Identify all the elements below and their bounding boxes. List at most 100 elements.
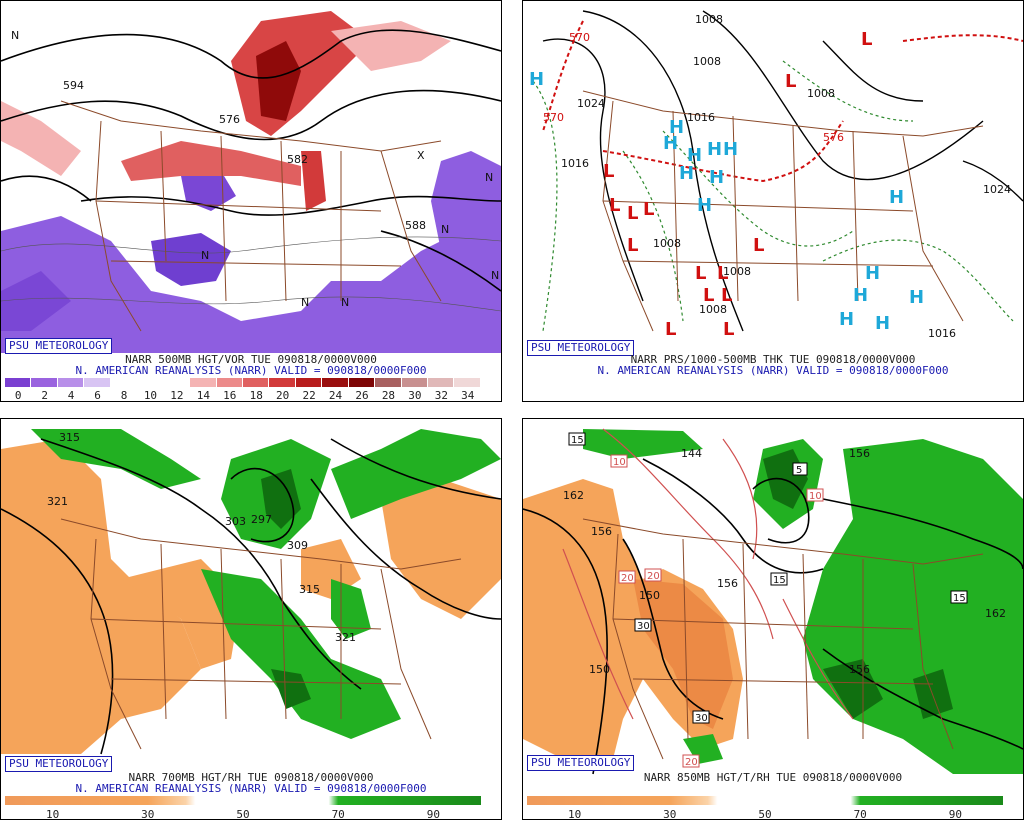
low-pressure-marker: L <box>753 235 764 256</box>
high-pressure-marker: H <box>865 263 880 284</box>
map-label: 315 <box>59 431 80 444</box>
low-pressure-marker: L <box>785 71 796 92</box>
colorbar-tick-label: 70 <box>853 808 867 820</box>
panel-500mb-vorticity: 594 576 582 588 N N N N N N N X PSU METE… <box>0 0 502 402</box>
high-pressure-marker: H <box>709 167 724 188</box>
colorbar-swatch <box>216 378 243 387</box>
map-label: 576 <box>823 131 844 144</box>
colorbar-swatch <box>5 378 32 387</box>
map-label: 570 <box>569 31 590 44</box>
colorbar-gradient <box>527 796 1003 805</box>
map-label: 156 <box>849 663 870 676</box>
temperature-box-label: 30 <box>695 713 708 724</box>
temperature-box-label: 20 <box>685 757 698 768</box>
map-850mb-temp-rh: 144 162 156 150 150 156 156 162 156 15 1… <box>523 419 1023 775</box>
map-label: 303 <box>225 515 246 528</box>
map-label: 156 <box>849 447 870 460</box>
colorbar-tick-label: 24 <box>328 389 343 402</box>
vorticity-colorbar <box>5 378 481 387</box>
low-pressure-marker: L <box>627 235 638 256</box>
map-label: 144 <box>681 447 702 460</box>
colorbar-tick-label: 28 <box>381 389 396 402</box>
colorbar-tick-label: 12 <box>170 389 184 402</box>
low-pressure-marker: L <box>721 285 732 306</box>
map-label: 162 <box>563 489 584 502</box>
map-surface-pressure: 1008 1024 1016 1016 1008 1008 1024 1016 … <box>523 1 1023 340</box>
temperature-box-label: 5 <box>796 465 802 476</box>
map-label: X <box>417 149 425 162</box>
colorbar-swatch <box>57 378 85 387</box>
map-500mb-vorticity: 594 576 582 588 N N N N N N N X <box>1 1 501 353</box>
colorbar-swatch <box>375 378 402 387</box>
low-pressure-marker: L <box>643 199 654 220</box>
colorbar-tick-label: 30 <box>408 389 422 402</box>
colorbar-tick-label: 34 <box>461 389 475 402</box>
high-pressure-marker: H <box>723 139 738 160</box>
map-label: 150 <box>589 663 610 676</box>
map-label: 309 <box>287 539 308 552</box>
low-pressure-marker: L <box>723 319 734 340</box>
colorbar-tick-label: 14 <box>196 389 210 402</box>
temperature-box: 15 <box>950 590 968 604</box>
colorbar-tick-label: 8 <box>120 389 128 402</box>
caption-line-2: N. AMERICAN REANALYSIS (NARR) VALID = 09… <box>75 782 427 795</box>
colorbar-swatch <box>428 378 455 387</box>
colorbar-tick-label: 20 <box>276 389 290 402</box>
temperature-box: 30 <box>692 710 710 724</box>
caption-line-2: N. AMERICAN REANALYSIS (NARR) VALID = 09… <box>597 364 949 377</box>
rh-colorbar <box>527 796 1003 805</box>
colorbar-tick-label: 70 <box>331 808 345 820</box>
rh-colorbar-ticks: 10 30 50 70 90 <box>527 808 1003 820</box>
map-label: N <box>301 296 309 309</box>
panel-700mb-rh: 315 321 303 297 309 315 321 PSU METEOROL… <box>0 418 502 820</box>
low-pressure-marker: L <box>703 285 714 306</box>
temperature-box: 15 <box>770 572 788 586</box>
colorbar-tick-label: 4 <box>67 389 75 402</box>
high-pressure-marker: H <box>889 187 904 208</box>
high-pressure-marker: H <box>687 145 702 166</box>
map-label: N <box>491 269 499 282</box>
map-label: 1024 <box>983 183 1011 196</box>
map-label: 321 <box>335 631 356 644</box>
low-pressure-marker: L <box>665 319 676 340</box>
high-pressure-marker: H <box>909 287 924 308</box>
temperature-box-label: 10 <box>613 457 626 468</box>
colorbar-swatch <box>163 378 191 387</box>
low-pressure-marker: L <box>695 263 706 284</box>
high-pressure-marker: H <box>679 163 694 184</box>
map-label: 150 <box>639 589 660 602</box>
caption-line-1: NARR PRS/1000-500MB THK TUE 090818/0000V… <box>630 353 916 366</box>
colorbar-tick-label: 10 <box>567 808 582 820</box>
colorbar-swatch <box>137 378 164 387</box>
colorbar-tick-label: 26 <box>355 389 369 402</box>
temperature-box-label: 30 <box>637 621 650 632</box>
map-label: N <box>11 29 19 42</box>
colorbar-swatch <box>295 378 323 387</box>
temperature-box: 5 <box>792 462 808 476</box>
map-label: 1008 <box>693 55 721 68</box>
colorbar-swatch <box>110 378 138 387</box>
temperature-box-label: 15 <box>773 575 786 586</box>
colorbar-swatch <box>190 378 217 387</box>
map-label: 576 <box>219 113 240 126</box>
colorbar-swatch <box>401 378 428 387</box>
map-label: 1008 <box>653 237 681 250</box>
colorbar-tick-label: 30 <box>663 808 677 820</box>
panel-surface-pressure-thickness: 1008 1024 1016 1016 1008 1008 1024 1016 … <box>522 0 1024 402</box>
map-label: 1008 <box>699 303 727 316</box>
map-label: 162 <box>985 607 1006 620</box>
psu-meteorology-badge: PSU METEOROLOGY <box>527 755 635 771</box>
colorbar-swatch <box>269 378 296 387</box>
map-label: 1024 <box>577 97 605 110</box>
high-pressure-marker: H <box>853 285 868 306</box>
colorbar-tick-label: 30 <box>141 808 155 820</box>
map-label: 1008 <box>723 265 751 278</box>
psu-meteorology-badge: PSU METEOROLOGY <box>5 338 113 354</box>
low-pressure-marker: L <box>609 195 620 216</box>
temperature-box: 10 <box>610 454 628 468</box>
map-label: 588 <box>405 219 426 232</box>
map-label: 1016 <box>928 327 956 340</box>
panel-850mb-temp-rh: 144 162 156 150 150 156 156 162 156 15 1… <box>522 418 1024 820</box>
temperature-box-label: 20 <box>621 573 634 584</box>
temperature-box: 20 <box>618 570 636 584</box>
